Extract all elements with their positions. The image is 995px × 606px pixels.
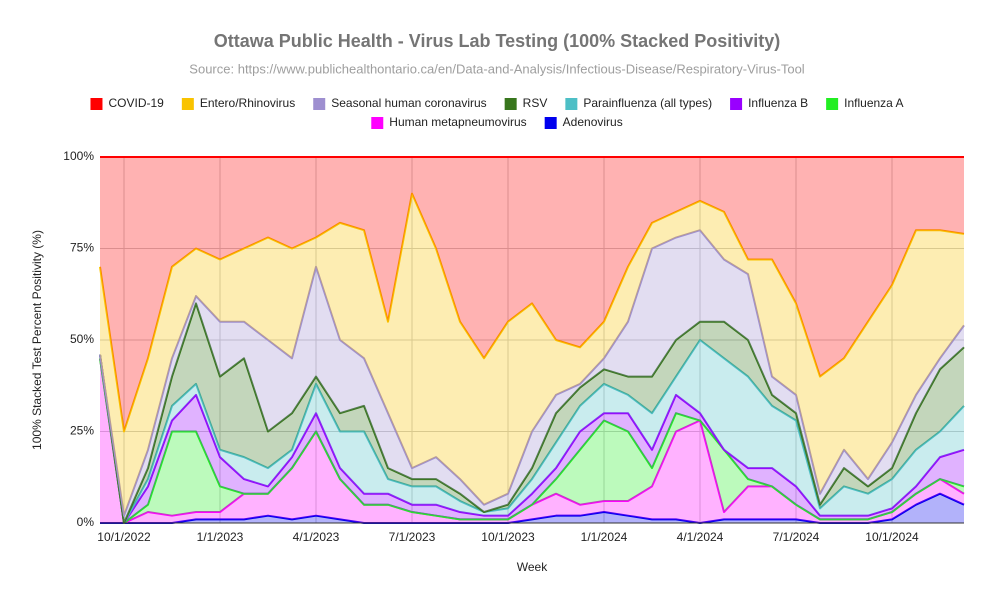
legend-swatch	[544, 117, 557, 129]
y-tick-label: 75%	[70, 241, 94, 255]
legend-label: Adenovirus	[563, 115, 623, 129]
x-tick-label: 1/1/2023	[197, 530, 244, 544]
x-tick-label: 7/1/2023	[389, 530, 436, 544]
legend-swatch	[730, 98, 743, 110]
x-tick-label: 1/1/2024	[581, 530, 628, 544]
area-line	[99, 192, 965, 433]
x-tick-label: 4/1/2023	[293, 530, 340, 544]
area-line	[99, 229, 965, 517]
area-fill	[100, 157, 964, 432]
legend-label: Entero/Rhinovirus	[200, 96, 295, 110]
area-fill	[100, 193, 964, 516]
y-tick-label: 0%	[77, 515, 95, 529]
area-fill	[100, 303, 964, 523]
area-fill	[100, 230, 964, 523]
y-tick-label: 100%	[63, 149, 94, 163]
y-axis-title: 100% Stacked Test Percent Positivity (%)	[30, 230, 44, 450]
legend-swatch	[826, 98, 839, 110]
area-line	[99, 302, 965, 524]
legend-swatch	[181, 98, 194, 110]
area-line	[99, 354, 965, 524]
chart-subtitle: Source: https://www.publichealthontario.…	[189, 61, 804, 76]
x-tick-label: 10/1/2022	[97, 530, 151, 544]
legend-row: Human metapneumovirus Adenovirus	[371, 115, 623, 129]
legend-swatch	[90, 98, 103, 110]
legend-swatch	[313, 98, 326, 110]
x-tick-label: 10/1/2023	[481, 530, 535, 544]
area-line	[99, 358, 965, 524]
x-axis-title: Week	[517, 560, 548, 574]
legend-swatch	[565, 98, 578, 110]
chart-title: Ottawa Public Health - Virus Lab Testing…	[214, 31, 780, 51]
x-tick-label: 7/1/2024	[773, 530, 820, 544]
legend-label: Parainfluenza (all types)	[583, 96, 712, 110]
legend-label: RSV	[523, 96, 548, 110]
x-tick-label: 4/1/2024	[677, 530, 724, 544]
x-tick-label: 10/1/2024	[865, 530, 919, 544]
legend-label: COVID-19	[108, 96, 164, 110]
legend-label: Influenza B	[748, 96, 808, 110]
legend-label: Seasonal human coronavirus	[331, 96, 486, 110]
legend-label: Human metapneumovirus	[389, 115, 526, 129]
legend-swatch	[371, 117, 384, 129]
area-line	[99, 339, 965, 524]
legend-label: Influenza A	[844, 96, 903, 110]
area-fill	[100, 358, 964, 523]
legend-row: COVID-19 Entero/Rhinovirus Seasonal human …	[90, 96, 904, 110]
legend-swatch	[504, 98, 517, 110]
y-tick-label: 25%	[70, 424, 94, 438]
area-fill	[100, 358, 964, 523]
y-tick-label: 50%	[70, 332, 94, 346]
